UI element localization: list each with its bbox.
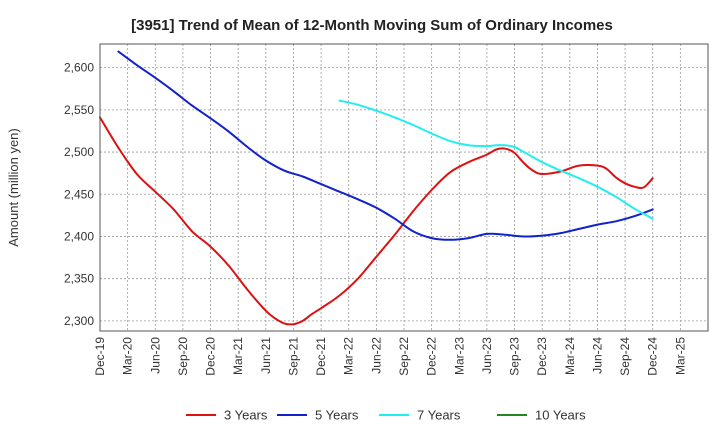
y-tick-label: 2,450 (64, 187, 94, 201)
legend: 3 Years 5 Years 7 Years 10 Years (186, 408, 586, 423)
x-tick-label: Dec-24 (646, 337, 660, 376)
series-lines (99, 50, 654, 326)
x-tick-label: Sep-23 (508, 337, 522, 376)
y-tick-label: 2,350 (64, 272, 94, 286)
y-axis-label: Amount (million yen) (6, 128, 21, 247)
y-tick-label: 2,300 (64, 314, 94, 328)
legend-label-5-years: 5 Years (315, 408, 359, 423)
x-tick-label: Dec-23 (535, 337, 549, 376)
y-tick-label: 2,500 (64, 145, 94, 159)
y-tick-label: 2,550 (64, 103, 94, 117)
y-tick-label: 2,600 (64, 61, 94, 75)
chart-title: [3951] Trend of Mean of 12-Month Moving … (131, 17, 613, 34)
legend-label-3-years: 3 Years (224, 408, 268, 423)
x-tick-label: Mar-21 (231, 337, 245, 375)
x-tick-label: Jun-22 (369, 337, 383, 374)
legend-label-10-years: 10 Years (535, 408, 586, 423)
x-tick-label: Mar-22 (342, 337, 356, 375)
x-tick-label: Sep-24 (618, 337, 632, 376)
x-tick-label: Dec-22 (425, 337, 439, 376)
x-tick-label: Dec-20 (204, 337, 218, 376)
x-tick-label: Dec-21 (314, 337, 328, 376)
y-tick-label: 2,400 (64, 229, 94, 243)
x-tick-label: Dec-19 (93, 337, 107, 376)
x-tick-label: Jun-23 (480, 337, 494, 374)
legend-label-7-years: 7 Years (417, 408, 461, 423)
x-tick-label: Mar-20 (121, 337, 135, 375)
series-line-3-years (99, 116, 654, 326)
grid (99, 44, 709, 331)
x-tick-label: Sep-21 (286, 337, 300, 376)
x-tick-label: Sep-20 (176, 337, 190, 376)
x-tick-label: Mar-25 (673, 337, 687, 375)
x-tick-label: Mar-23 (452, 337, 466, 375)
axes: 2,300 2,350 2,400 2,450 2,500 2,550 2,600 Dec-1… (64, 61, 687, 376)
x-tick-label: Sep-22 (397, 337, 411, 376)
series-line-5-years (117, 50, 654, 241)
x-tick-label: Mar-24 (563, 337, 577, 375)
x-tick-label: Jun-24 (590, 337, 604, 374)
plot-frame (99, 43, 709, 332)
series-line-7-years (338, 99, 654, 220)
x-tick-label: Jun-20 (148, 337, 162, 374)
x-tick-label: Jun-21 (259, 337, 273, 374)
